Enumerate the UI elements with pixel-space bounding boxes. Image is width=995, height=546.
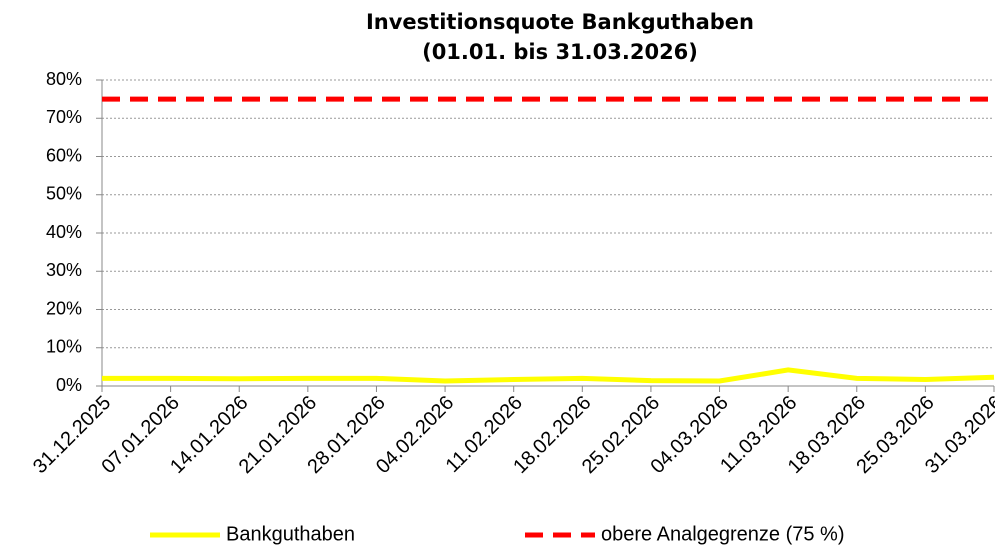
y-tick-label: 0% (56, 375, 82, 395)
y-tick-label: 60% (46, 145, 82, 165)
y-tick-label: 20% (46, 298, 82, 318)
y-tick-label: 40% (46, 222, 82, 242)
chart-subtitle: (01.01. bis 31.03.2026) (422, 40, 698, 64)
y-tick-label: 10% (46, 337, 82, 357)
y-tick-label: 30% (46, 260, 82, 280)
y-tick-label: 80% (46, 69, 82, 89)
y-tick-label: 70% (46, 107, 82, 127)
series-line (102, 367, 995, 384)
y-tick-label: 50% (46, 184, 82, 204)
legend-label: Bankguthaben (226, 523, 355, 545)
legend-label: obere Analgegrenze (75 %) (601, 523, 845, 545)
chart-title: Investitionsquote Bankguthaben (366, 10, 754, 34)
